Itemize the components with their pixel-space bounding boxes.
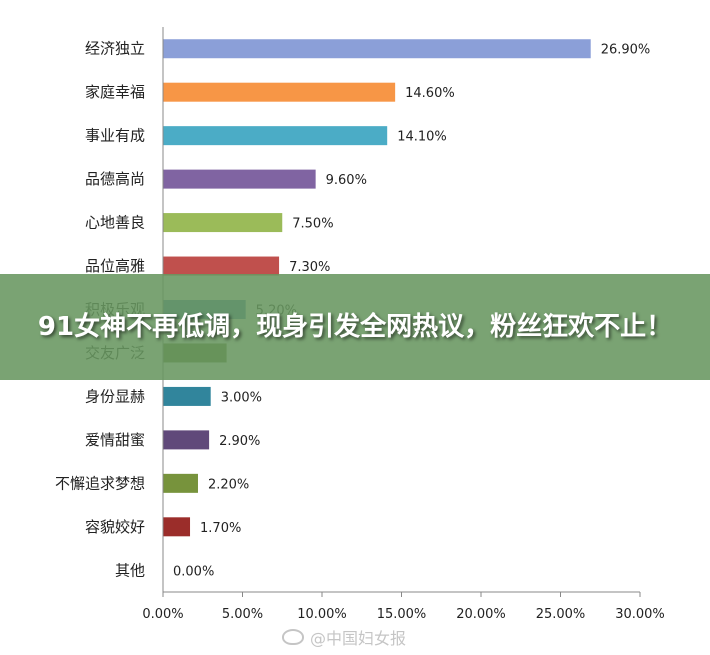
category-label: 心地善良 (85, 214, 145, 232)
value-label: 14.60% (405, 86, 455, 101)
value-label: 2.90% (219, 434, 260, 449)
x-tick-label: 10.00% (297, 607, 347, 622)
value-label: 7.50% (292, 217, 333, 232)
weibo-icon (282, 629, 304, 645)
bars (163, 39, 591, 537)
value-label: 1.70% (200, 521, 241, 536)
category-label: 其他 (115, 561, 145, 579)
bar (163, 430, 210, 450)
value-label: 2.20% (208, 477, 249, 492)
x-tick-label: 5.00% (222, 607, 263, 622)
watermark: @中国妇女报 (282, 626, 406, 648)
category-label: 身份显赫 (85, 387, 145, 405)
category-label: 品位高雅 (85, 257, 145, 275)
bar (163, 169, 316, 189)
value-label: 26.90% (601, 43, 651, 58)
category-label: 事业有成 (85, 127, 145, 145)
bar (163, 82, 396, 102)
value-label: 7.30% (289, 260, 330, 275)
bar (163, 386, 211, 406)
bar (163, 126, 388, 146)
category-label: 品德高尚 (85, 170, 145, 188)
x-tick-label: 0.00% (142, 607, 183, 622)
value-label: 0.00% (173, 564, 214, 579)
value-label: 3.00% (221, 390, 262, 405)
bar (163, 473, 198, 493)
x-tick-label: 30.00% (615, 607, 665, 622)
watermark-text: @中国妇女报 (310, 629, 407, 648)
category-label: 容貌姣好 (85, 518, 145, 536)
bar (163, 517, 191, 537)
value-labels: 26.90%14.60%14.10%9.60%7.50%7.30%5.20%3.… (173, 43, 650, 580)
x-tick-label: 25.00% (536, 607, 586, 622)
bar (163, 213, 283, 233)
x-tick-label: 20.00% (456, 607, 506, 622)
headline-banner: 91女神不再低调，现身引发全网热议，粉丝狂欢不止！ (0, 274, 710, 380)
bar (163, 39, 591, 59)
category-label: 爱情甜蜜 (85, 431, 145, 449)
headline-text: 91女神不再低调，现身引发全网热议，粉丝狂欢不止！ (37, 312, 673, 342)
category-label: 经济独立 (85, 40, 145, 58)
category-label: 不懈追求梦想 (55, 474, 145, 492)
bar (163, 256, 280, 276)
value-label: 9.60% (326, 173, 367, 188)
value-label: 14.10% (397, 130, 447, 145)
category-label: 家庭幸福 (85, 83, 145, 101)
x-tick-label: 15.00% (377, 607, 427, 622)
x-axis-ticks: 0.00% 5.00% 10.00% 15.00% 20.00% 25.00% 30.00% (142, 592, 665, 622)
